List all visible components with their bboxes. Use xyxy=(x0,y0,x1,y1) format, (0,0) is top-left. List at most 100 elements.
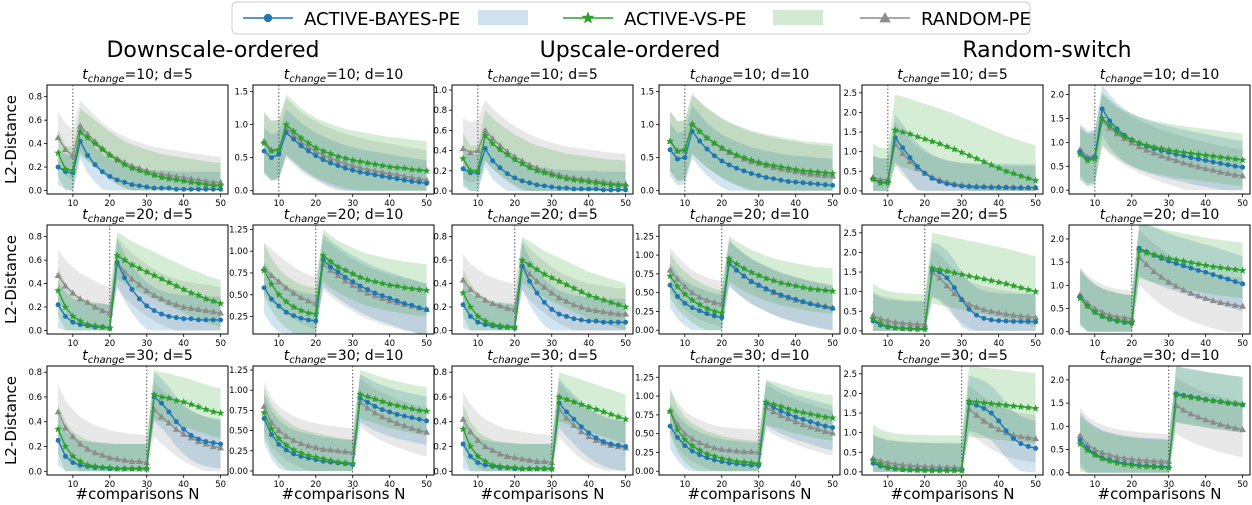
data-point xyxy=(356,157,364,165)
data-point xyxy=(202,180,210,188)
data-point xyxy=(570,301,578,308)
data-point xyxy=(319,445,327,452)
data-point xyxy=(319,251,327,259)
data-point xyxy=(681,145,689,153)
data-point xyxy=(61,303,70,311)
data-point xyxy=(681,283,689,290)
data-point xyxy=(181,186,187,192)
x-tick-label: 10 xyxy=(882,480,893,490)
y-tick-label: 0.5 xyxy=(843,307,857,317)
data-point xyxy=(371,167,379,174)
data-point xyxy=(988,184,994,190)
data-point xyxy=(91,462,99,470)
data-point xyxy=(467,453,473,459)
data-point xyxy=(929,175,935,181)
y-axis-label: L2-Distance xyxy=(2,376,20,465)
data-point xyxy=(261,416,267,421)
data-point xyxy=(807,419,813,425)
data-point xyxy=(496,145,504,153)
data-point xyxy=(900,145,906,151)
y-tick-label: 0.00 xyxy=(635,326,654,336)
data-point xyxy=(393,401,401,409)
data-point xyxy=(1017,433,1025,440)
data-point xyxy=(106,454,114,461)
data-point xyxy=(547,170,556,179)
data-point xyxy=(541,299,547,305)
data-point xyxy=(562,174,571,183)
data-point xyxy=(357,169,363,175)
data-point xyxy=(1128,461,1136,469)
y-tick-label: 0.2 xyxy=(28,163,42,173)
data-point xyxy=(91,321,99,329)
data-point xyxy=(165,298,173,305)
y-tick-label: 0.5 xyxy=(640,154,654,164)
data-point xyxy=(282,441,290,449)
data-point xyxy=(876,460,885,468)
data-point xyxy=(1003,318,1009,324)
data-point xyxy=(385,400,394,408)
data-point xyxy=(150,171,158,179)
data-point xyxy=(1105,457,1114,465)
data-point xyxy=(385,281,394,289)
data-point xyxy=(913,132,922,140)
plot-area xyxy=(459,366,630,475)
x-tick-label: 20 xyxy=(104,480,115,490)
data-point xyxy=(584,177,593,186)
data-point xyxy=(1209,152,1217,160)
data-point xyxy=(1076,150,1084,158)
y-tick-label: 0.4 xyxy=(433,418,447,428)
data-point xyxy=(313,318,319,324)
data-point xyxy=(570,284,578,292)
data-point xyxy=(98,323,107,331)
data-point xyxy=(564,409,569,415)
subplot-title: tchange=10; d=5 xyxy=(897,67,1008,85)
data-point xyxy=(194,179,203,187)
confidence-band xyxy=(670,379,833,472)
confidence-band xyxy=(670,384,833,472)
x-tick-label: 20 xyxy=(310,339,321,349)
data-point xyxy=(195,436,201,442)
data-point xyxy=(305,148,311,154)
confidence-band xyxy=(873,375,1036,472)
data-point xyxy=(1194,292,1202,299)
data-point xyxy=(363,275,372,284)
data-point xyxy=(1076,294,1084,302)
data-point xyxy=(113,464,121,472)
y-axis-label: L2-Distance xyxy=(2,95,20,184)
data-point xyxy=(209,178,217,185)
data-point xyxy=(415,427,423,434)
data-point xyxy=(349,281,357,288)
data-point xyxy=(218,441,224,447)
data-point xyxy=(533,277,541,284)
y-tick-label: 0.4 xyxy=(28,418,42,428)
data-point xyxy=(1018,318,1024,324)
data-point xyxy=(69,166,77,174)
y-tick-label: 1.0 xyxy=(843,148,857,158)
data-point xyxy=(159,185,164,191)
data-point xyxy=(180,174,188,181)
data-point xyxy=(481,126,489,133)
data-point xyxy=(1172,157,1180,164)
data-point xyxy=(76,127,84,136)
data-point xyxy=(319,147,327,155)
data-point xyxy=(959,183,965,189)
data-point xyxy=(1195,156,1201,162)
data-point xyxy=(1032,435,1040,442)
data-point xyxy=(555,393,563,401)
data-point xyxy=(996,318,1002,324)
data-point xyxy=(188,432,194,438)
x-tick-label: 50 xyxy=(620,480,631,490)
confidence-band xyxy=(264,109,427,191)
y-tick-label: 1.0 xyxy=(234,121,248,131)
data-point xyxy=(312,444,320,451)
data-point xyxy=(1150,457,1158,464)
data-point xyxy=(475,460,481,466)
data-point xyxy=(607,410,615,418)
data-point xyxy=(459,154,467,162)
data-point xyxy=(1231,301,1239,308)
data-point xyxy=(400,403,409,411)
data-point xyxy=(357,283,363,289)
data-point xyxy=(614,310,622,317)
data-point xyxy=(972,273,981,281)
